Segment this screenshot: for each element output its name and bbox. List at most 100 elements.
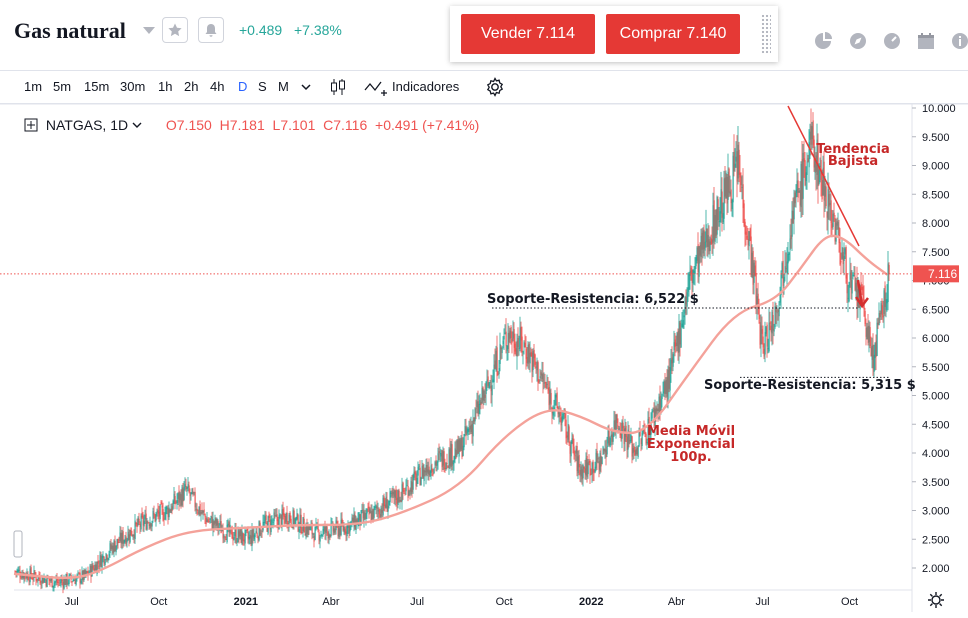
candle-body [426, 464, 428, 473]
candle-body [779, 292, 781, 303]
candle-body [682, 320, 684, 328]
info-icon[interactable] [950, 31, 968, 51]
pie-icon[interactable] [814, 31, 834, 51]
candle-body [407, 486, 409, 498]
chevron-down-icon[interactable] [132, 121, 142, 129]
candle-body [174, 495, 176, 504]
candle-body [160, 502, 162, 505]
candle-body [41, 576, 43, 584]
candle-body [424, 470, 426, 473]
timeframe-5m[interactable]: 5m [53, 79, 72, 94]
candle-body [886, 299, 888, 304]
candle-body [530, 351, 532, 357]
candle-body [602, 446, 604, 455]
candle-body [393, 489, 395, 497]
candle-body [397, 490, 399, 505]
y-tick-label: 6.000 [922, 333, 950, 345]
candle-body [885, 299, 887, 310]
candle-body [60, 579, 62, 583]
timeframe-1m[interactable]: 1m [24, 79, 43, 94]
candle-body [687, 287, 689, 292]
y-tick-label: 3.000 [922, 506, 950, 518]
timeframe-d[interactable]: D [238, 79, 248, 94]
candle-body [413, 471, 415, 478]
settings-icon[interactable] [484, 76, 506, 98]
candle-body [261, 531, 263, 533]
candle-body [91, 564, 93, 577]
candle-body [705, 224, 707, 243]
candle-body [42, 577, 44, 584]
candle-body [447, 466, 449, 468]
candle-body [808, 142, 810, 168]
buy-button[interactable]: Comprar 7.140 [606, 14, 740, 54]
candle-body [764, 332, 766, 355]
gear-icon[interactable] [928, 592, 944, 608]
timeframe-s[interactable]: S [258, 79, 267, 94]
candle-body [415, 473, 417, 486]
timeframe-2h[interactable]: 2h [184, 79, 199, 94]
chevron-down-icon[interactable] [143, 27, 155, 34]
candle-body [707, 235, 709, 247]
left-scroll-handle[interactable] [13, 530, 23, 558]
gauge-icon[interactable] [882, 31, 902, 51]
candle-body [312, 533, 314, 535]
chevron-down-icon[interactable] [300, 82, 312, 92]
drag-handle[interactable] [761, 14, 771, 54]
symbol-label[interactable]: NATGAS, 1D [45, 117, 129, 133]
sell-button[interactable]: Vender 7.114 [461, 14, 595, 54]
timeframe-15m[interactable]: 15m [84, 79, 110, 94]
candle-body [455, 449, 457, 458]
candle-body [563, 412, 565, 414]
candle-body [676, 333, 678, 347]
downtrend-line [787, 105, 860, 247]
candle-body [73, 580, 75, 582]
candle-body [559, 410, 561, 416]
calendar-icon[interactable] [916, 31, 936, 51]
timeframe-30m[interactable]: 30m [120, 79, 146, 94]
candle-body [617, 425, 619, 427]
candle-body [16, 570, 18, 573]
candle-body [848, 281, 850, 302]
candle-body [157, 510, 159, 514]
candle-body [52, 585, 54, 588]
alert-button[interactable] [198, 17, 224, 43]
candle-body [523, 342, 525, 348]
alert-icon [205, 24, 217, 37]
candle-body [681, 323, 683, 328]
candle-body [616, 414, 618, 423]
candle-body [290, 518, 292, 525]
candle-body [236, 541, 238, 543]
candles-icon[interactable] [328, 77, 348, 97]
candle-body [751, 252, 753, 278]
candle-body [184, 484, 186, 488]
candle-body [410, 480, 412, 495]
candle-body [795, 189, 797, 198]
candle-body [526, 356, 528, 364]
timeframe-4h[interactable]: 4h [210, 79, 225, 94]
candle-body [610, 434, 612, 438]
favorite-button[interactable] [162, 17, 188, 43]
x-tick-label: Oct [150, 596, 167, 608]
timeframe-1h[interactable]: 1h [158, 79, 173, 94]
candle-body [100, 555, 102, 567]
candle-body [116, 539, 118, 547]
indicators-icon[interactable] [364, 77, 388, 99]
expand-icon[interactable] [24, 118, 38, 132]
candle-body [32, 578, 34, 580]
candle-body [419, 467, 421, 486]
indicators-button[interactable]: Indicadores [392, 79, 460, 94]
timeframe-m[interactable]: M [278, 79, 289, 94]
ema-label-line3: 100p. [670, 450, 711, 465]
candle-body [836, 220, 838, 226]
candle-body [663, 381, 665, 394]
candle-body [784, 266, 786, 274]
candle-body [514, 343, 516, 352]
compass-icon[interactable] [848, 31, 868, 51]
candle-body [494, 360, 496, 369]
candle-body [560, 417, 562, 426]
candle-body [67, 582, 69, 584]
candle-body [147, 522, 149, 524]
candle-body [655, 407, 657, 414]
candle-body [759, 322, 761, 345]
